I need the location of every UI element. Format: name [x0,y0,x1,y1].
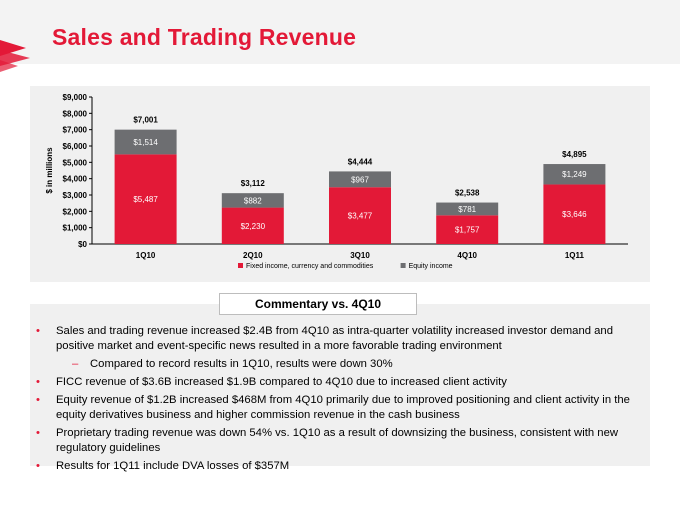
bar-equity [543,164,606,185]
y-tick-label: $3,000 [63,191,88,200]
total-label: $2,538 [455,189,480,198]
bar-fixed-income [329,187,391,244]
bar-fixed-income [114,154,177,244]
y-tick-label: $9,000 [63,93,88,102]
data-label-equity: $1,514 [133,138,158,147]
bar-equity [436,202,499,216]
legend-swatch-fixed-income [238,263,243,268]
y-tick-label: $1,000 [63,224,88,233]
bar-fixed-income [221,207,284,244]
bar-fixed-income [436,215,499,244]
y-tick-label: $5,000 [63,158,88,167]
y-tick-label: $0 [78,240,87,249]
bullet-item: Sales and trading revenue increased $2.4… [34,324,640,354]
data-label-fixed-income: $2,230 [241,222,266,231]
data-label-fixed-income: $3,477 [348,212,373,221]
commentary-title: Commentary vs. 4Q10 [219,293,417,315]
legend-label-equity: Equity income [409,263,453,270]
total-label: $4,444 [348,157,373,166]
total-label: $4,895 [562,150,587,159]
x-tick-label: 3Q10 [350,251,370,260]
data-label-equity: $882 [244,196,262,205]
bar-fixed-income [543,184,606,244]
bar-equity [329,171,391,188]
total-label: $7,001 [133,116,158,125]
total-label: $3,112 [241,179,266,188]
data-label-fixed-income: $3,646 [562,210,587,219]
data-label-fixed-income: $1,757 [455,226,480,235]
y-tick-label: $6,000 [63,142,88,151]
sub-bullet-item: Compared to record results in 1Q10, resu… [34,357,640,372]
page-title: Sales and Trading Revenue [52,24,357,50]
flag-logo-icon [0,40,30,72]
data-label-equity: $967 [351,175,369,184]
x-tick-label: 1Q11 [565,251,585,260]
data-label-fixed-income: $5,487 [133,195,158,204]
y-tick-label: $7,000 [63,126,88,135]
data-label-equity: $1,249 [562,170,587,179]
bullet-item: Results for 1Q11 include DVA losses of $… [34,459,640,474]
data-label-equity: $781 [458,205,476,214]
x-tick-label: 2Q10 [243,251,263,260]
commentary-list: Sales and trading revenue increased $2.4… [34,324,640,477]
y-tick-label: $4,000 [63,175,88,184]
bullet-item: Equity revenue of $1.2B increased $468M … [34,393,640,423]
bar-equity [221,193,284,208]
legend-swatch-equity [400,263,406,268]
bullet-item: Proprietary trading revenue was down 54%… [34,426,640,456]
bar-equity [114,129,177,155]
y-tick-label: $8,000 [63,109,88,118]
bullet-item: FICC revenue of $3.6B increased $1.9B co… [34,375,640,390]
x-tick-label: 1Q10 [136,251,156,260]
x-tick-label: 4Q10 [457,251,477,260]
revenue-chart: $0 $1,000 $2,000 $3,000 $4,000 $5,000 $6,000 $7… [45,93,628,270]
legend-label-fixed-income: Fixed income, currency and commodities [246,263,374,270]
y-tick-label: $2,000 [63,207,88,216]
y-axis-title: $ in millions [45,147,54,194]
header-band [0,0,680,64]
